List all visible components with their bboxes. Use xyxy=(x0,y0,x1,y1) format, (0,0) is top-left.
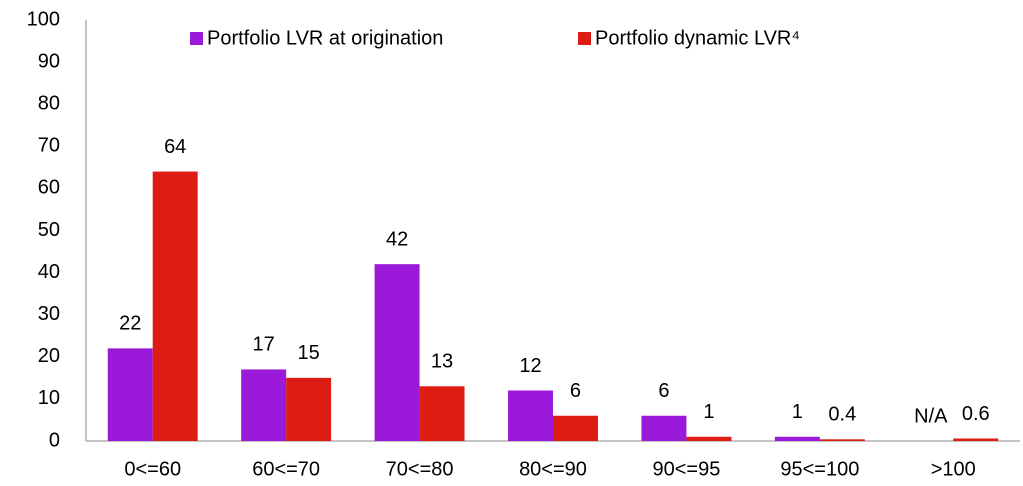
x-tick-label: >100 xyxy=(931,458,976,480)
y-tick-label: 0 xyxy=(49,429,60,451)
x-tick-label: 60<=70 xyxy=(252,458,320,480)
y-tick-label: 20 xyxy=(38,345,60,367)
bar xyxy=(953,438,999,441)
y-tick-label: 50 xyxy=(38,219,60,241)
y-tick-label: 60 xyxy=(38,177,60,199)
data-label: 15 xyxy=(298,342,320,364)
bar xyxy=(553,415,598,441)
bar xyxy=(286,377,332,441)
y-tick-label: 40 xyxy=(38,261,60,283)
data-label: 17 xyxy=(253,334,275,356)
legend-label: Portfolio dynamic LVR⁴ xyxy=(595,27,800,49)
x-tick-label: 70<=80 xyxy=(386,458,454,480)
bar xyxy=(419,386,465,441)
data-label: 42 xyxy=(386,228,408,250)
x-tick-label: 95<=100 xyxy=(780,458,859,480)
bar xyxy=(374,264,420,441)
y-tick-label: 90 xyxy=(38,50,60,72)
data-label: 1 xyxy=(703,401,714,423)
x-tick-label: 80<=90 xyxy=(519,458,587,480)
data-label: 0.6 xyxy=(962,403,990,425)
legend-swatch xyxy=(578,32,591,45)
data-label: 6 xyxy=(570,380,581,402)
bar xyxy=(774,436,820,441)
data-label: 6 xyxy=(658,380,669,402)
data-label: 22 xyxy=(119,313,141,335)
bar xyxy=(686,436,732,441)
legend-label: Portfolio LVR at origination xyxy=(207,27,443,49)
data-label: 13 xyxy=(431,351,453,373)
x-tick-label: 0<=60 xyxy=(124,458,181,480)
y-tick-label: 30 xyxy=(38,303,60,325)
bar xyxy=(241,369,287,441)
x-tick-label: 90<=95 xyxy=(652,458,720,480)
bar xyxy=(641,415,687,441)
y-tick-label: 80 xyxy=(38,92,60,114)
bar xyxy=(819,439,865,441)
bar xyxy=(508,390,553,441)
y-tick-label: 70 xyxy=(38,135,60,157)
y-tick-label: 10 xyxy=(38,387,60,409)
bar xyxy=(152,171,198,441)
data-label: 64 xyxy=(164,136,186,158)
bar xyxy=(107,348,153,441)
data-label: 1 xyxy=(792,401,803,423)
data-label: 0.4 xyxy=(828,404,856,426)
legend-swatch xyxy=(190,32,203,45)
data-label: N/A xyxy=(914,405,948,427)
y-tick-label: 100 xyxy=(27,8,60,30)
data-label: 12 xyxy=(519,355,541,377)
